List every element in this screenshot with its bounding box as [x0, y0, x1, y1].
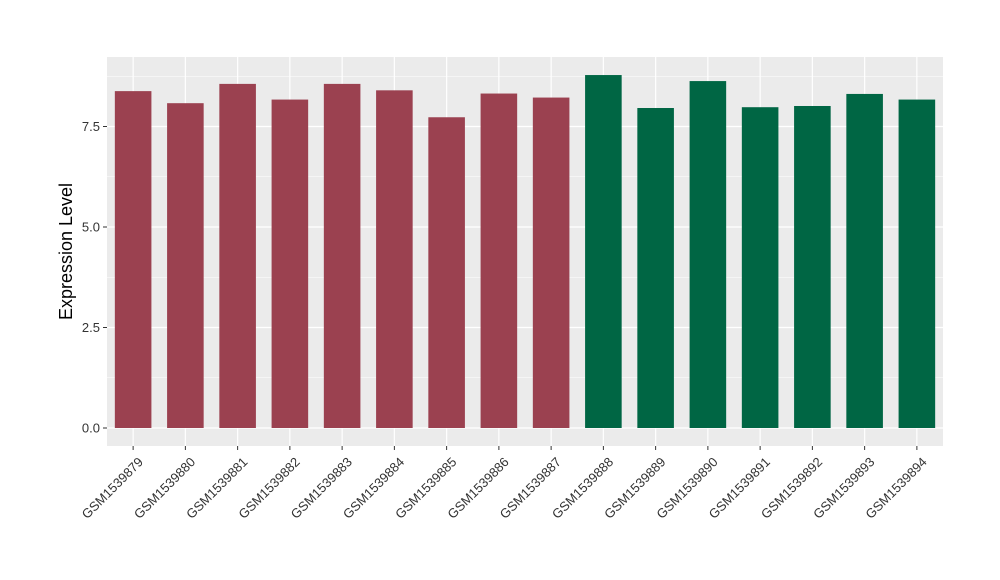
- bar-GSM1539884: [376, 90, 413, 428]
- y-axis: 0.0 2.5 5.0 7.5: [82, 119, 107, 436]
- y-tick-label: 7.5: [82, 119, 100, 134]
- bar-GSM1539890: [689, 81, 727, 428]
- y-tick-label: 0.0: [82, 421, 100, 436]
- bar-GSM1539883: [323, 83, 361, 428]
- bar-GSM1539885: [428, 117, 465, 428]
- y-axis-title: Expression Level: [56, 183, 76, 320]
- bar-GSM1539881: [219, 83, 256, 428]
- bar-GSM1539888: [585, 75, 622, 428]
- y-tick-label: 2.5: [82, 320, 100, 335]
- bar-GSM1539893: [846, 93, 883, 429]
- bar-GSM1539891: [741, 107, 779, 428]
- bar-GSM1539894: [898, 99, 936, 428]
- x-axis: GSM1539879GSM1539880GSM1539881GSM1539882…: [79, 446, 930, 522]
- bars: [114, 75, 936, 429]
- bar-GSM1539887: [532, 97, 570, 428]
- bar-GSM1539882: [271, 99, 309, 428]
- y-tick-label: 5.0: [82, 220, 100, 235]
- bar-GSM1539886: [480, 93, 518, 428]
- bar-GSM1539880: [167, 103, 204, 429]
- bar-GSM1539892: [794, 105, 831, 429]
- bar-GSM1539889: [637, 108, 674, 429]
- bar-GSM1539879: [114, 91, 152, 429]
